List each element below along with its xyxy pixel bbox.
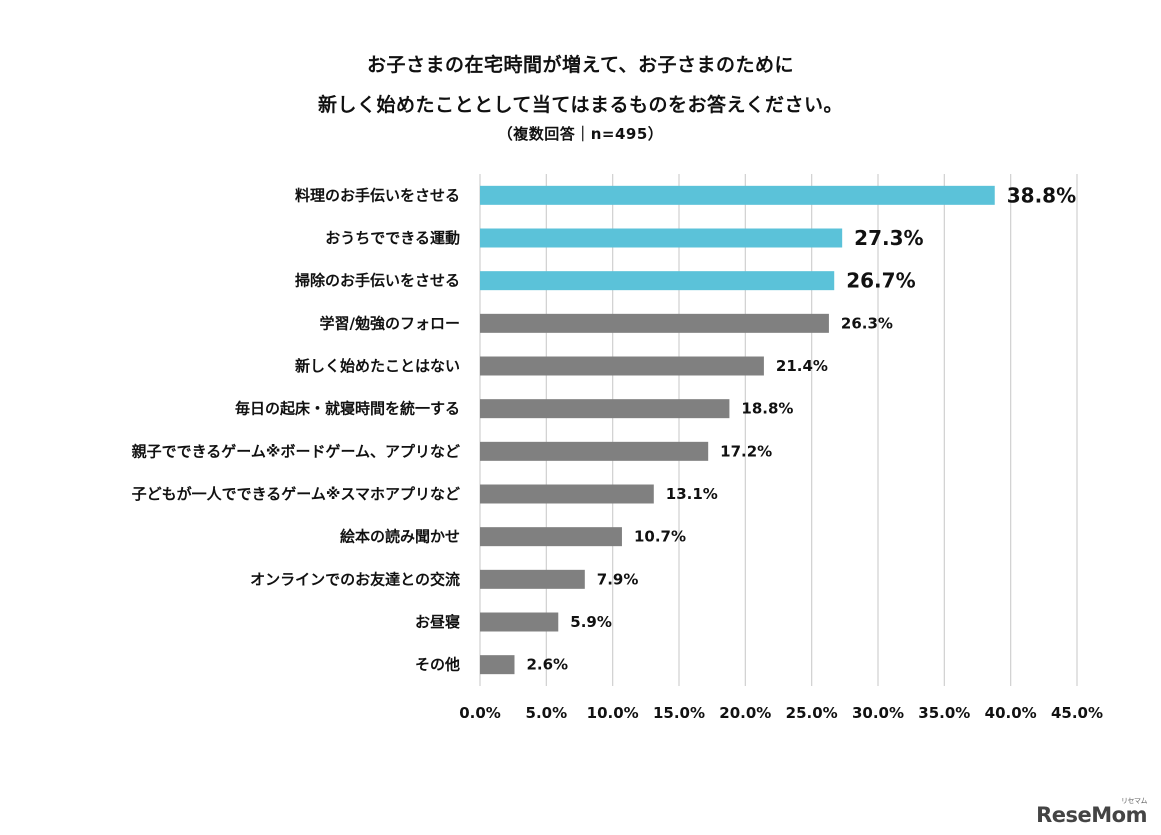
- data-label: 26.3%: [841, 314, 893, 332]
- data-label: 38.8%: [1007, 183, 1076, 207]
- category-label: お昼寝: [415, 613, 460, 631]
- data-label: 7.9%: [597, 570, 639, 588]
- bar: [480, 441, 709, 461]
- x-tick-label: 20.0%: [719, 704, 771, 722]
- category-label: 料理のお手伝いをさせる: [295, 186, 460, 204]
- category-label: 掃除のお手伝いをさせる: [295, 272, 460, 290]
- bar: [480, 313, 829, 333]
- x-tick-label: 5.0%: [526, 704, 568, 722]
- logo-small-text: リセマム: [1121, 797, 1148, 805]
- x-tick-label: 15.0%: [653, 704, 705, 722]
- category-label: 毎日の起床・就寝時間を統一する: [235, 400, 460, 418]
- category-label: 親子でできるゲーム※ボードゲーム、アプリなど: [132, 442, 460, 460]
- data-label: 5.9%: [570, 613, 612, 631]
- bar: [480, 569, 585, 589]
- data-label: 18.8%: [741, 400, 793, 418]
- data-label: 13.1%: [666, 485, 718, 503]
- x-tick-label: 35.0%: [918, 704, 970, 722]
- logo-text: ReseMom: [1036, 803, 1147, 827]
- data-label: 17.2%: [720, 442, 772, 460]
- category-label: 学習/勉強のフォロー: [320, 314, 460, 332]
- bar: [480, 399, 730, 419]
- x-tick-label: 10.0%: [587, 704, 639, 722]
- x-tick-label: 0.0%: [459, 704, 501, 722]
- x-tick-label: 40.0%: [985, 704, 1037, 722]
- data-label: 10.7%: [634, 528, 686, 546]
- bar: [480, 655, 515, 675]
- bar: [480, 271, 835, 291]
- bar: [480, 527, 622, 547]
- data-label: 27.3%: [854, 226, 923, 250]
- x-tick-label: 30.0%: [852, 704, 904, 722]
- bar: [480, 228, 843, 248]
- category-label: 子どもが一人でできるゲーム※スマホアプリなど: [132, 485, 460, 503]
- x-tick-label: 45.0%: [1051, 704, 1103, 722]
- chart-subtitle: （複数回答｜n=495）: [497, 125, 664, 143]
- x-tick-label: 25.0%: [786, 704, 838, 722]
- category-label: その他: [415, 656, 460, 674]
- bar: [480, 185, 995, 205]
- resemom-logo: ReseMom リセマム: [1036, 797, 1147, 827]
- data-label: 2.6%: [526, 656, 568, 674]
- bar: [480, 356, 764, 376]
- category-label: 新しく始めたことはない: [295, 357, 460, 375]
- chart-title-line-2: 新しく始めたこととして当てはまるものをお答えください。: [318, 94, 843, 116]
- data-label: 21.4%: [776, 357, 828, 375]
- data-label: 26.7%: [846, 269, 915, 293]
- category-label: オンラインでのお友達との交流: [250, 570, 460, 588]
- category-label: おうちでできる運動: [325, 229, 460, 247]
- category-label: 絵本の読み聞かせ: [340, 528, 460, 546]
- chart-title-line-1: お子さまの在宅時間が増えて、お子さまのために: [366, 54, 795, 76]
- bar: [480, 484, 654, 504]
- bar: [480, 612, 559, 632]
